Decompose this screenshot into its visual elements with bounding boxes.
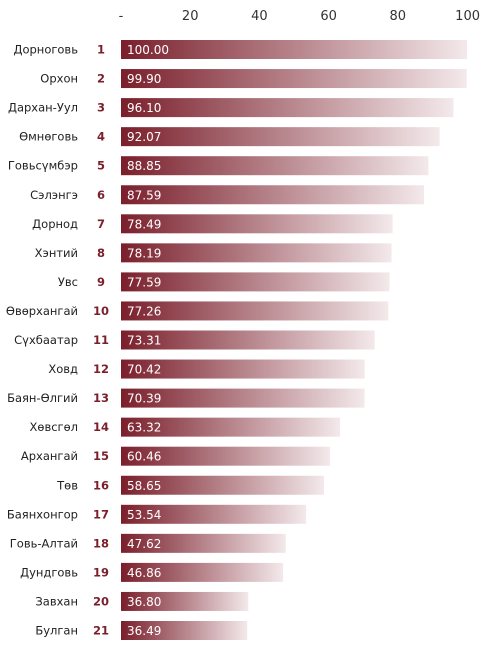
rank-label: 16 <box>93 478 109 492</box>
category-label: Хэнтий <box>35 246 78 260</box>
x-tick-label: 20 <box>182 9 199 24</box>
value-label: 70.42 <box>127 363 161 377</box>
category-label: Дархан-Уул <box>8 101 78 115</box>
rank-label: 7 <box>97 217 105 231</box>
x-tick-label: - <box>119 9 124 24</box>
value-label: 58.65 <box>127 479 161 493</box>
rank-label: 6 <box>97 188 105 202</box>
bar <box>121 417 341 437</box>
bar <box>121 359 365 379</box>
bar <box>121 272 390 292</box>
rank-label: 19 <box>93 565 109 579</box>
rank-label: 3 <box>97 101 105 115</box>
category-label: Төв <box>56 478 78 492</box>
bar <box>121 533 286 553</box>
rank-label: 9 <box>97 275 105 289</box>
value-label: 53.54 <box>127 508 161 522</box>
rank-label: 21 <box>93 624 109 638</box>
category-label: Дундговь <box>20 565 78 579</box>
value-label: 63.32 <box>127 421 161 435</box>
category-label: Говь-Алтай <box>10 536 78 550</box>
rank-label: 10 <box>93 304 109 318</box>
rank-label: 13 <box>93 391 109 405</box>
rank-label: 4 <box>97 130 105 144</box>
rank-label: 14 <box>93 420 109 434</box>
category-label: Баян-Өлгий <box>7 391 78 405</box>
bar <box>121 562 284 582</box>
x-tick-label: 60 <box>320 9 337 24</box>
rank-label: 8 <box>97 246 105 260</box>
category-label: Сүхбаатар <box>14 333 78 347</box>
bar <box>121 301 389 321</box>
value-label: 78.19 <box>127 246 161 260</box>
x-axis: - 20 40 60 80 100 <box>119 9 480 24</box>
category-label: Сэлэнгэ <box>30 188 78 202</box>
category-label: Орхон <box>40 72 78 86</box>
value-label: 87.59 <box>127 188 161 202</box>
value-label: 36.49 <box>127 624 161 638</box>
category-label: Дорноговь <box>13 43 78 57</box>
category-label: Баянхонгор <box>7 507 78 521</box>
category-label: Увс <box>58 275 78 289</box>
x-tick-label: 40 <box>251 9 268 24</box>
rank-label: 1 <box>97 43 105 57</box>
rank-label: 5 <box>97 159 105 173</box>
category-label: Архангай <box>21 449 78 463</box>
value-label: 73.31 <box>127 334 161 348</box>
category-label: Ховд <box>48 362 78 376</box>
bar <box>121 475 324 495</box>
category-label: Булган <box>35 624 78 638</box>
bar <box>121 98 454 118</box>
value-label: 92.07 <box>127 130 161 144</box>
value-label: 77.59 <box>127 275 161 289</box>
value-label: 96.10 <box>127 101 161 115</box>
value-label: 47.62 <box>127 537 161 551</box>
bar <box>121 243 392 263</box>
bar <box>121 621 248 640</box>
value-label: 36.80 <box>127 595 161 609</box>
bar <box>121 127 440 147</box>
bar <box>121 504 307 524</box>
value-label: 99.90 <box>127 72 161 86</box>
bar <box>121 214 393 234</box>
value-label: 46.86 <box>127 566 161 580</box>
x-tick-label: 100 <box>455 9 480 24</box>
category-label: Өмнөговь <box>19 130 78 144</box>
bar <box>121 446 331 466</box>
rank-label: 20 <box>93 594 109 608</box>
category-label: Дорнод <box>32 217 78 231</box>
value-label: 60.46 <box>127 450 161 464</box>
x-tick-label: 80 <box>390 9 407 24</box>
category-label: Хөвсгөл <box>30 420 78 434</box>
rank-label: 15 <box>93 449 109 463</box>
bar <box>121 40 467 59</box>
value-label: 77.26 <box>127 304 161 318</box>
value-label: 88.85 <box>127 159 161 173</box>
category-label: Өвөрхангай <box>6 304 78 318</box>
bar <box>121 69 467 89</box>
bar <box>121 330 375 350</box>
rank-label: 17 <box>93 507 109 521</box>
category-label: Говьсүмбэр <box>8 159 78 173</box>
bar <box>121 388 365 408</box>
rank-label: 18 <box>93 536 109 550</box>
bar <box>121 156 429 176</box>
rank-label: 12 <box>93 362 109 376</box>
bar <box>121 185 425 205</box>
value-label: 100.00 <box>127 43 169 57</box>
value-label: 70.39 <box>127 392 161 406</box>
value-label: 78.49 <box>127 217 161 231</box>
rank-label: 11 <box>93 333 109 347</box>
bar <box>121 591 249 611</box>
rank-label: 2 <box>97 72 105 86</box>
category-label: Завхан <box>35 594 78 608</box>
